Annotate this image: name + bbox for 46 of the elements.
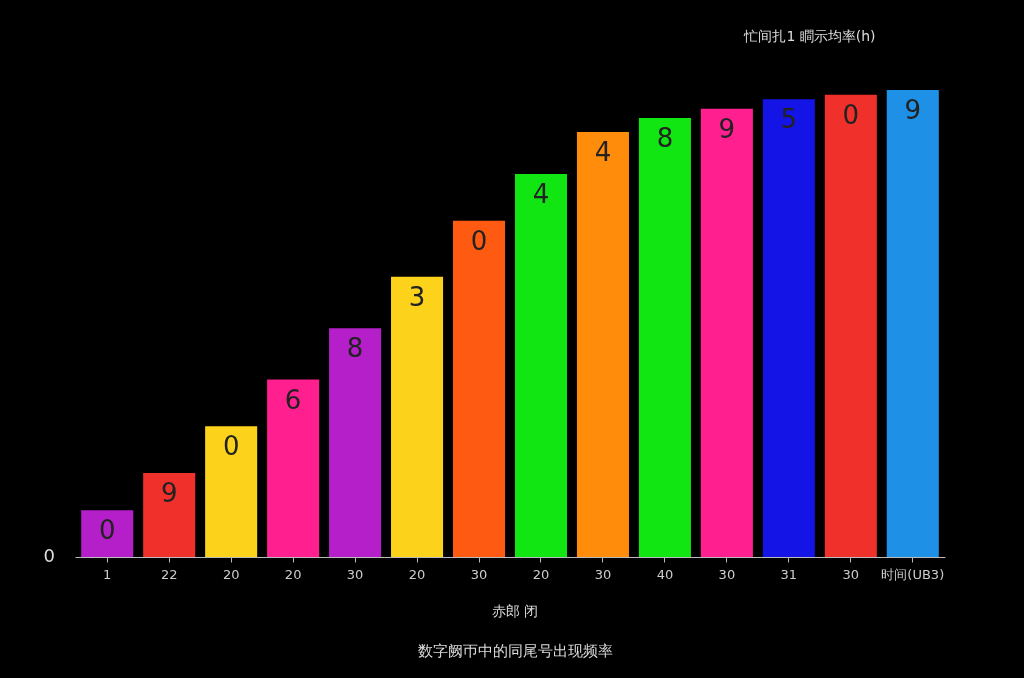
x-tick-label: 31 bbox=[780, 566, 798, 582]
x-tick-label: 30 bbox=[346, 566, 364, 582]
text: 赤郎 闭 bbox=[491, 603, 539, 619]
annotation: 6 bbox=[284, 384, 302, 415]
annotation: 0 bbox=[222, 431, 240, 462]
x-tick-label: 20 bbox=[532, 566, 550, 582]
bar bbox=[514, 174, 568, 557]
annotation: 0 bbox=[98, 515, 116, 546]
bar bbox=[638, 118, 691, 557]
x-tick-label: 30 bbox=[842, 566, 860, 582]
bar bbox=[576, 132, 629, 557]
bar bbox=[143, 472, 196, 557]
x-tick-label: 40 bbox=[656, 566, 674, 582]
bar bbox=[329, 328, 382, 557]
x-tick-label: 22 bbox=[160, 566, 178, 582]
x-tick-label: 20 bbox=[222, 566, 240, 582]
annotation: 3 bbox=[408, 281, 426, 312]
x-tick-label: 20 bbox=[284, 566, 302, 582]
annotation: 8 bbox=[346, 333, 364, 364]
bar bbox=[824, 94, 877, 557]
x-tick-label: 30 bbox=[470, 566, 488, 582]
x-tick-label: 1 bbox=[103, 566, 112, 582]
annotation: 9 bbox=[718, 113, 736, 144]
annotation: 0 bbox=[470, 225, 488, 256]
bar bbox=[700, 108, 753, 557]
bar bbox=[267, 379, 320, 557]
annotation: 9 bbox=[160, 477, 178, 508]
bar bbox=[762, 99, 815, 557]
annotation: 5 bbox=[780, 104, 798, 135]
annotation: 0 bbox=[842, 99, 860, 130]
annotation: 8 bbox=[656, 123, 674, 154]
x-tick-label: 20 bbox=[408, 566, 426, 582]
x-tick-label: 时间(UB3) bbox=[881, 566, 945, 582]
annotation: 9 bbox=[904, 95, 922, 125]
annotation: 4 bbox=[594, 137, 612, 168]
text: 0 bbox=[43, 545, 55, 566]
bar bbox=[391, 276, 444, 557]
bar bbox=[886, 90, 939, 557]
text: 忙间扎1 瞷示均率(h) bbox=[743, 28, 876, 44]
x-tick-label: 30 bbox=[594, 566, 612, 582]
bar bbox=[81, 510, 134, 557]
x-tick-label: 30 bbox=[718, 566, 736, 582]
bar bbox=[452, 220, 506, 557]
bar bbox=[205, 426, 258, 557]
annotation: 4 bbox=[532, 179, 550, 210]
text: 数字阙帀中的同尾号出现频率 bbox=[417, 642, 613, 660]
